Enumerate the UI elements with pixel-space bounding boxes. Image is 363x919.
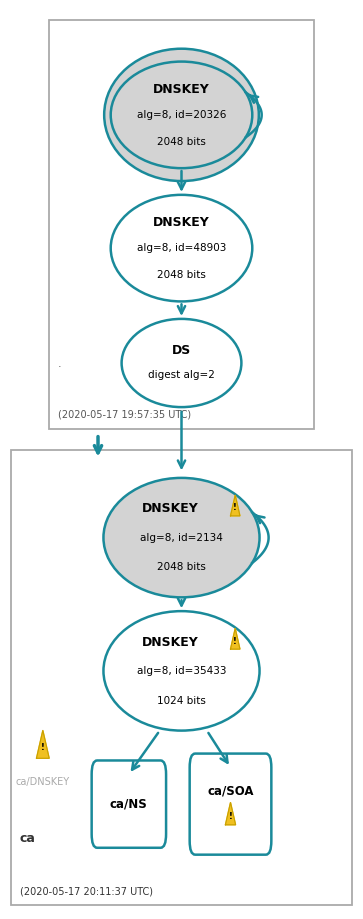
Polygon shape	[225, 802, 236, 824]
Ellipse shape	[111, 62, 252, 168]
Bar	[49, 20, 314, 429]
Text: ca/NS: ca/NS	[110, 798, 148, 811]
Text: alg=8, id=20326: alg=8, id=20326	[137, 110, 226, 119]
Ellipse shape	[103, 478, 260, 597]
Text: ca/DNSKEY: ca/DNSKEY	[16, 777, 70, 787]
Text: alg=8, id=35433: alg=8, id=35433	[137, 666, 226, 675]
Text: digest alg=2: digest alg=2	[148, 370, 215, 380]
Polygon shape	[231, 629, 240, 649]
Ellipse shape	[111, 195, 252, 301]
Text: (2020-05-17 19:57:35 UTC): (2020-05-17 19:57:35 UTC)	[58, 410, 191, 420]
Ellipse shape	[103, 611, 260, 731]
Ellipse shape	[122, 319, 241, 407]
Text: alg=8, id=2134: alg=8, id=2134	[140, 533, 223, 542]
Text: DNSKEY: DNSKEY	[153, 83, 210, 96]
Polygon shape	[231, 495, 240, 516]
Bar	[11, 450, 352, 905]
Text: !: !	[233, 637, 237, 646]
Text: ca/SOA: ca/SOA	[207, 785, 254, 798]
FancyBboxPatch shape	[189, 754, 271, 855]
Text: !: !	[233, 504, 237, 513]
Text: .: .	[58, 359, 62, 369]
FancyBboxPatch shape	[91, 761, 166, 847]
Text: !: !	[229, 811, 232, 821]
Text: (2020-05-17 20:11:37 UTC): (2020-05-17 20:11:37 UTC)	[20, 886, 153, 896]
Text: DS: DS	[172, 344, 191, 357]
Text: alg=8, id=48903: alg=8, id=48903	[137, 244, 226, 253]
Text: 2048 bits: 2048 bits	[157, 137, 206, 146]
Ellipse shape	[104, 49, 259, 181]
Text: 2048 bits: 2048 bits	[157, 562, 206, 573]
Text: ca: ca	[20, 833, 36, 845]
Text: DNSKEY: DNSKEY	[142, 636, 199, 649]
Text: !: !	[41, 743, 45, 752]
Text: DNSKEY: DNSKEY	[142, 503, 199, 516]
Text: 1024 bits: 1024 bits	[157, 696, 206, 706]
Text: 2048 bits: 2048 bits	[157, 270, 206, 279]
Polygon shape	[36, 731, 49, 758]
Text: DNSKEY: DNSKEY	[153, 216, 210, 229]
